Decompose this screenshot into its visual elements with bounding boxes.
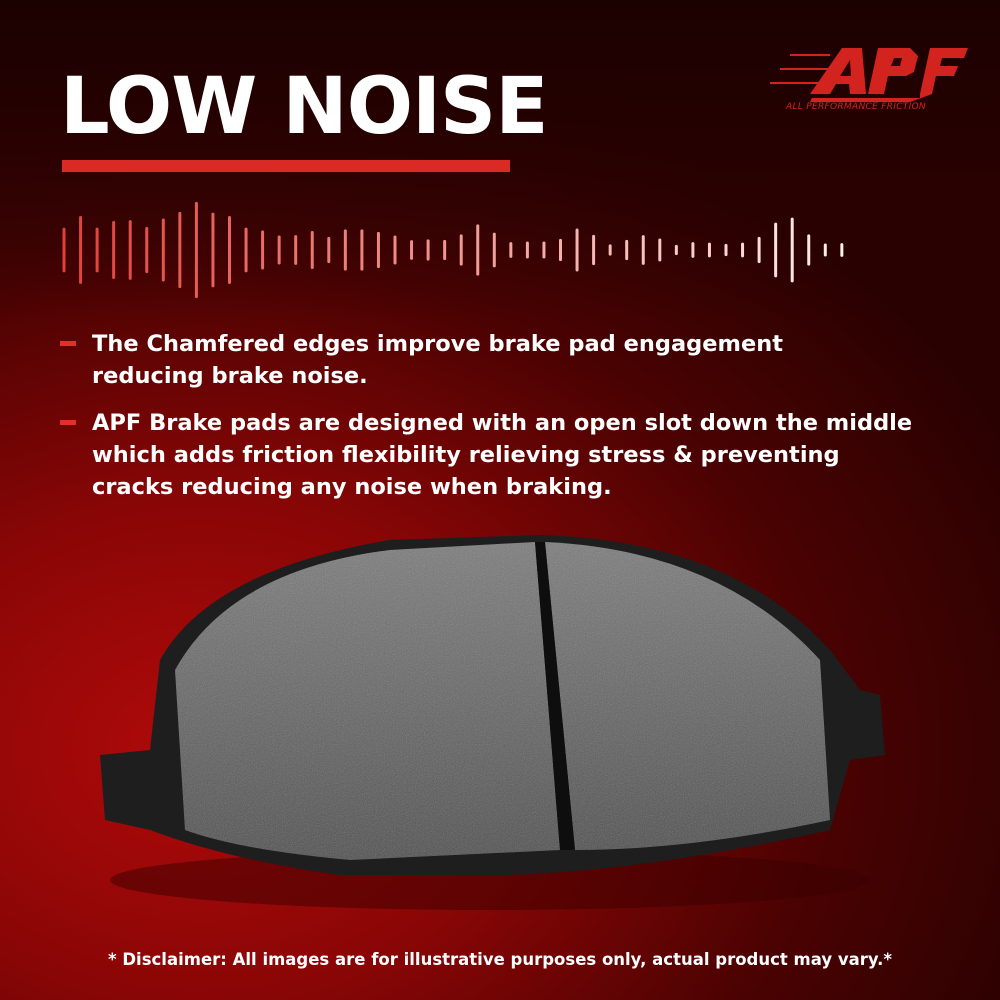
headline: LOW NOISE	[60, 62, 548, 152]
brand-tagline: ALL PERFORMANCE FRICTION	[786, 102, 926, 112]
bullet-item: The Chamfered edges improve brake pad en…	[60, 328, 940, 392]
sound-wave-graphic	[62, 201, 844, 299]
bullet-dash	[60, 341, 76, 346]
bullet-dash	[60, 420, 76, 425]
bullet-text: APF Brake pads are designed with an open…	[92, 410, 913, 500]
apf-logo	[770, 48, 968, 102]
bullet-text: The Chamfered edges improve brake pad en…	[92, 331, 783, 389]
bullet-item: APF Brake pads are designed with an open…	[60, 407, 940, 503]
disclaimer: * Disclaimer: All images are for illustr…	[107, 950, 892, 969]
brake-pad-image	[100, 535, 885, 910]
headline-underline	[62, 160, 510, 172]
